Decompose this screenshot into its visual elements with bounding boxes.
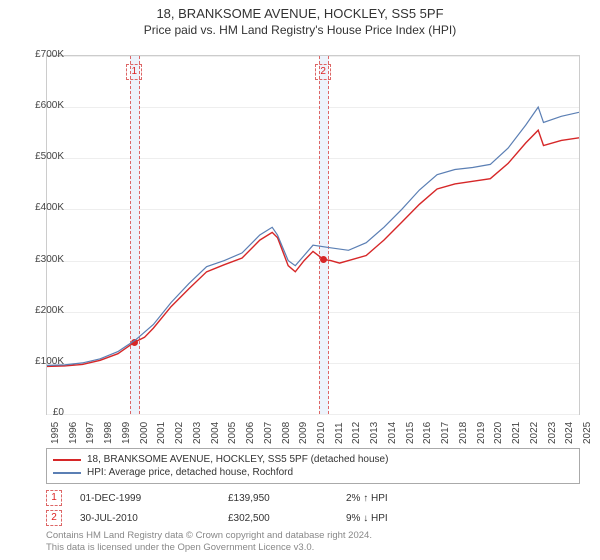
y-tick-label: £400K [22,203,64,213]
x-tick-label: 2012 [351,422,362,444]
sale-diff: 2% ↑ HPI [346,493,476,504]
x-tick-label: 2020 [493,422,504,444]
sale-price: £302,500 [228,513,328,524]
x-tick-label: 2004 [210,422,221,444]
x-tick-label: 2019 [476,422,487,444]
x-tick-label: 2015 [405,422,416,444]
legend-label: HPI: Average price, detached house, Roch… [87,467,293,478]
y-tick-label: £700K [22,50,64,60]
x-tick-label: 2006 [245,422,256,444]
x-tick-label: 2009 [298,422,309,444]
sale-row: 2 30-JUL-2010 £302,500 9% ↓ HPI [46,508,580,528]
x-tick-label: 2013 [369,422,380,444]
sale-price: £139,950 [228,493,328,504]
chart-subtitle: Price paid vs. HM Land Registry's House … [0,23,600,37]
chart-lines [47,56,579,414]
attribution: Contains HM Land Registry data © Crown c… [46,530,580,554]
x-tick-label: 2002 [174,422,185,444]
grid-line [47,414,579,415]
x-tick-label: 1998 [103,422,114,444]
x-tick-label: 1995 [50,422,61,444]
chart-title: 18, BRANKSOME AVENUE, HOCKLEY, SS5 5PF [0,6,600,21]
y-tick-label: £500K [22,152,64,162]
x-tick-label: 2003 [192,422,203,444]
y-tick-label: £300K [22,255,64,265]
y-tick-label: £100K [22,357,64,367]
x-tick-label: 2022 [529,422,540,444]
attribution-line: Contains HM Land Registry data © Crown c… [46,530,580,542]
y-tick-label: £200K [22,306,64,316]
series-line [47,130,579,366]
x-tick-label: 2018 [458,422,469,444]
x-tick-label: 2017 [440,422,451,444]
x-tick-label: 2016 [422,422,433,444]
chart-plot-area: 12 [46,55,580,415]
x-tick-label: 2011 [334,422,345,444]
legend: 18, BRANKSOME AVENUE, HOCKLEY, SS5 5PF (… [46,448,580,484]
sale-row: 1 01-DEC-1999 £139,950 2% ↑ HPI [46,488,580,508]
x-tick-label: 1999 [121,422,132,444]
sale-date: 01-DEC-1999 [80,493,210,504]
y-tick-label: £0 [22,408,64,418]
x-tick-label: 2005 [227,422,238,444]
sale-key-box: 2 [46,510,62,526]
x-tick-label: 2007 [263,422,274,444]
legend-label: 18, BRANKSOME AVENUE, HOCKLEY, SS5 5PF (… [87,454,388,465]
x-tick-label: 2010 [316,422,327,444]
x-tick-label: 2023 [547,422,558,444]
sale-diff: 9% ↓ HPI [346,513,476,524]
x-tick-label: 2024 [564,422,575,444]
x-tick-label: 1997 [85,422,96,444]
y-tick-label: £600K [22,101,64,111]
x-tick-label: 1996 [68,422,79,444]
attribution-line: This data is licensed under the Open Gov… [46,542,580,554]
x-tick-label: 2008 [281,422,292,444]
sales-table: 1 01-DEC-1999 £139,950 2% ↑ HPI 2 30-JUL-2010… [46,488,580,528]
legend-swatch [53,459,81,461]
legend-item: 18, BRANKSOME AVENUE, HOCKLEY, SS5 5PF (… [53,453,573,466]
x-tick-label: 2001 [156,422,167,444]
legend-swatch [53,472,81,474]
legend-item: HPI: Average price, detached house, Roch… [53,466,573,479]
x-tick-label: 2000 [139,422,150,444]
sale-key-box: 1 [46,490,62,506]
sale-date: 30-JUL-2010 [80,513,210,524]
x-tick-label: 2014 [387,422,398,444]
x-tick-label: 2021 [511,422,522,444]
series-line [47,107,579,365]
x-tick-label: 2025 [582,422,593,444]
